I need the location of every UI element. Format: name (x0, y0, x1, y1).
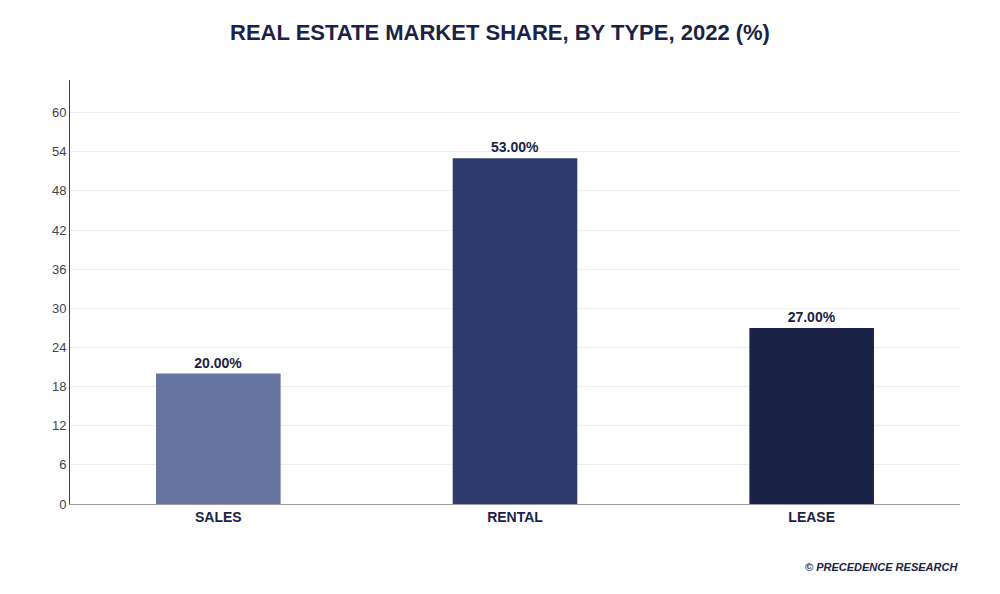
svg-text:0: 0 (59, 497, 66, 512)
svg-text:30: 30 (52, 301, 66, 316)
svg-text:12: 12 (52, 418, 66, 433)
svg-text:20.00%: 20.00% (194, 355, 242, 371)
svg-text:RENTAL: RENTAL (487, 509, 543, 525)
svg-text:36: 36 (52, 262, 66, 277)
svg-text:60: 60 (52, 105, 66, 120)
svg-text:18: 18 (52, 379, 66, 394)
svg-text:SALES: SALES (195, 509, 242, 525)
svg-text:REAL ESTATE MARKET SHARE, BY T: REAL ESTATE MARKET SHARE, BY TYPE, 2022 … (230, 20, 770, 45)
svg-text:LEASE: LEASE (788, 509, 835, 525)
svg-text:48: 48 (52, 183, 66, 198)
svg-text:53.00%: 53.00% (491, 139, 539, 155)
svg-text:© PRECEDENCE RESEARCH: © PRECEDENCE RESEARCH (805, 561, 958, 573)
svg-text:42: 42 (52, 223, 66, 238)
svg-text:24: 24 (52, 340, 66, 355)
svg-text:6: 6 (59, 457, 66, 472)
svg-text:54: 54 (52, 144, 66, 159)
svg-text:27.00%: 27.00% (788, 309, 836, 325)
